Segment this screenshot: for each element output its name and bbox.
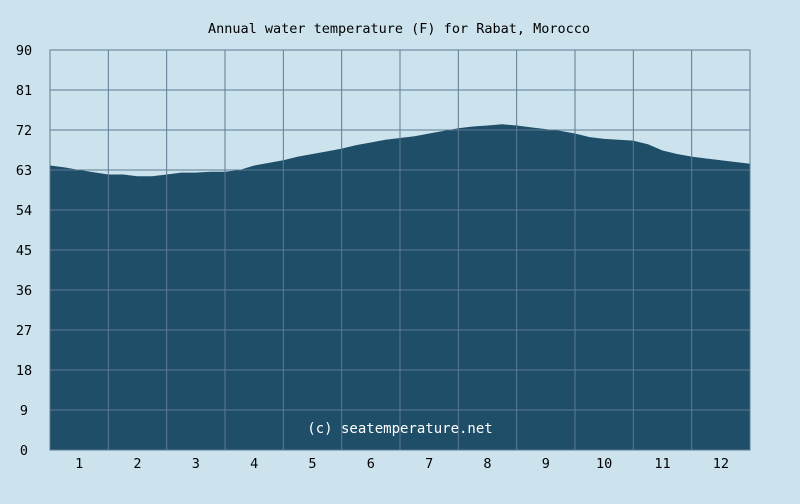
grid-horizontal: [50, 89, 750, 411]
y-tick-label: 63: [16, 163, 32, 179]
y-tick-label: 45: [16, 243, 32, 259]
chart-title: Annual water temperature (F) for Rabat, …: [208, 21, 590, 37]
x-tick-label: 5: [308, 456, 316, 472]
y-tick-label: 18: [16, 363, 32, 379]
x-tick-label: 10: [596, 456, 612, 472]
x-tick-label: 6: [367, 456, 375, 472]
y-tick-label: 27: [16, 323, 32, 339]
x-tick-label: 2: [133, 456, 141, 472]
y-tick-label: 36: [16, 283, 32, 299]
y-tick-label: 90: [16, 43, 32, 59]
x-tick-label: 11: [654, 456, 670, 472]
x-tick-label: 7: [425, 456, 433, 472]
y-axis-ticks: 0 9 18 27 36 45 54 63 72 81 90: [16, 43, 32, 459]
x-tick-label: 1: [75, 456, 83, 472]
plot-border: [49, 49, 751, 451]
x-axis-ticks: 1 2 3 4 5 6 7 8 9 10 11 12: [75, 456, 729, 472]
y-tick-label: 9: [20, 403, 28, 419]
y-tick-label: 0: [20, 443, 28, 459]
watermark: (c) seatemperature.net: [307, 421, 492, 437]
y-tick-label: 81: [16, 83, 32, 99]
x-tick-label: 3: [192, 456, 200, 472]
y-tick-label: 54: [16, 203, 32, 219]
x-tick-label: 4: [250, 456, 258, 472]
x-tick-label: 12: [713, 456, 729, 472]
y-tick-label: 72: [16, 123, 32, 139]
x-tick-label: 8: [483, 456, 491, 472]
x-tick-label: 9: [542, 456, 550, 472]
